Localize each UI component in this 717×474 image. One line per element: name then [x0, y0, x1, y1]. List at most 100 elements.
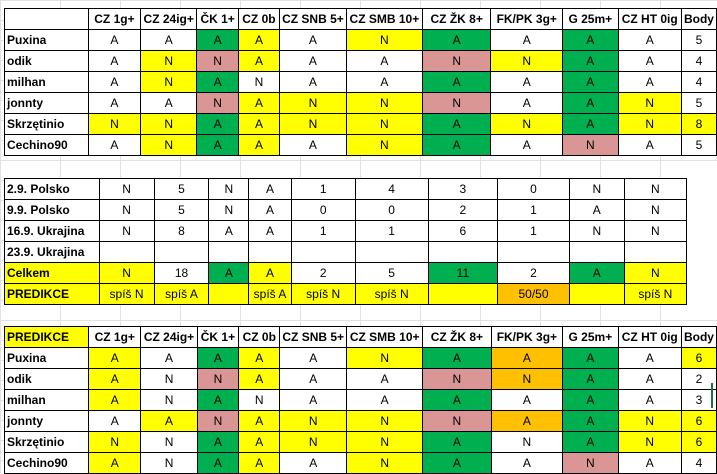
column-header-4[interactable]: CZ 0b — [237, 8, 281, 30]
column-header-5[interactable]: CZ SNB 5+ — [279, 326, 348, 348]
table-cell[interactable]: A — [196, 431, 240, 453]
table-cell[interactable] — [153, 241, 210, 263]
table-cell[interactable]: N — [490, 368, 564, 390]
table-cell[interactable]: spíš A — [153, 283, 210, 305]
table-cell[interactable]: A — [346, 389, 424, 411]
table-cell[interactable]: 18 — [153, 262, 210, 284]
table-cell[interactable]: A — [279, 452, 348, 474]
table-cell[interactable]: N — [568, 178, 625, 200]
empty-cell[interactable] — [686, 242, 716, 263]
row-label-cell[interactable]: 16.9. Ukrajina — [4, 220, 100, 242]
table-cell[interactable]: spíš N — [354, 283, 429, 305]
header-corner-cell[interactable] — [4, 8, 89, 30]
table-cell[interactable]: 3 — [427, 178, 499, 200]
row-label-cell[interactable]: 23.9. Ukrajina — [4, 241, 100, 263]
table-cell[interactable]: A — [490, 347, 564, 369]
table-cell[interactable]: A — [422, 389, 492, 411]
table-cell[interactable]: 6 — [427, 220, 499, 242]
table-cell[interactable]: A — [279, 134, 347, 156]
table-cell[interactable]: N — [238, 389, 281, 411]
table-cell[interactable]: N — [345, 92, 423, 114]
table-cell[interactable] — [568, 241, 625, 263]
column-header-2[interactable]: CZ 24ig+ — [140, 326, 198, 348]
column-header-10[interactable]: CZ HT 0ig — [617, 326, 682, 348]
table-cell[interactable]: A — [87, 29, 142, 51]
table-cell[interactable]: 11 — [427, 262, 499, 284]
table-cell[interactable]: A — [196, 113, 239, 135]
table-cell[interactable]: A — [196, 71, 239, 93]
table-cell[interactable]: N — [140, 71, 198, 93]
row-label-cell[interactable]: 9.9. Polsko — [4, 199, 100, 221]
column-header-3[interactable]: ČK 1+ — [196, 8, 239, 30]
table-cell[interactable]: 1 — [497, 199, 570, 221]
empty-cell[interactable] — [686, 284, 716, 305]
table-cell[interactable]: 1 — [290, 220, 356, 242]
body-cell[interactable]: 6 — [680, 347, 717, 369]
row-label-cell[interactable]: Celkem — [4, 262, 100, 284]
row-label-cell[interactable]: 2.9. Polsko — [4, 178, 100, 200]
table-cell[interactable]: A — [279, 71, 347, 93]
table-cell[interactable]: A — [568, 199, 625, 221]
table-cell[interactable]: A — [237, 92, 281, 114]
table-cell[interactable]: N — [421, 92, 492, 114]
table-cell[interactable]: A — [208, 262, 250, 284]
table-cell[interactable]: A — [248, 199, 292, 221]
table-cell[interactable]: N — [196, 92, 239, 114]
column-header-6[interactable]: CZ SMB 10+ — [345, 8, 423, 30]
table-cell[interactable]: A — [562, 29, 619, 51]
column-header-11[interactable]: Body — [680, 8, 717, 30]
table-cell[interactable]: A — [617, 29, 682, 51]
row-label-cell[interactable]: jonnty — [3, 410, 90, 432]
column-header-4[interactable]: CZ 0b — [238, 326, 281, 348]
row-label-cell[interactable]: odik — [4, 50, 89, 72]
table-cell[interactable]: spíš N — [623, 283, 687, 305]
table-cell[interactable]: A — [617, 71, 682, 93]
table-cell[interactable]: A — [140, 29, 198, 51]
table-cell[interactable]: N — [623, 178, 687, 200]
table-cell[interactable]: A — [422, 431, 492, 453]
table-cell[interactable]: N — [140, 389, 198, 411]
table-cell[interactable]: N — [279, 92, 347, 114]
table-cell[interactable]: A — [562, 347, 619, 369]
body-cell[interactable]: 4 — [680, 50, 717, 72]
table-cell[interactable]: A — [88, 347, 142, 369]
table-cell[interactable]: N — [140, 134, 198, 156]
table-cell[interactable]: A — [88, 368, 142, 390]
table-cell[interactable]: A — [490, 410, 564, 432]
table-cell[interactable]: A — [237, 50, 281, 72]
empty-cell[interactable] — [686, 263, 716, 284]
table-cell[interactable]: A — [422, 347, 492, 369]
column-header-5[interactable]: CZ SNB 5+ — [279, 8, 347, 30]
table-cell[interactable]: N — [98, 178, 155, 200]
header-corner-cell[interactable]: PREDIKCE — [3, 326, 90, 348]
table-cell[interactable] — [623, 241, 687, 263]
table-cell[interactable] — [208, 241, 250, 263]
table-cell[interactable] — [568, 283, 625, 305]
empty-cell[interactable] — [686, 179, 716, 200]
table-cell[interactable]: A — [279, 50, 347, 72]
table-cell[interactable]: 4 — [354, 178, 429, 200]
body-cell[interactable]: 4 — [680, 452, 717, 474]
row-label-cell[interactable]: Cechino90 — [4, 134, 89, 156]
table-cell[interactable]: A — [248, 178, 292, 200]
table-cell[interactable]: N — [346, 452, 424, 474]
table-cell[interactable]: N — [623, 199, 687, 221]
table-cell[interactable]: spíš A — [248, 283, 292, 305]
table-cell[interactable] — [497, 241, 570, 263]
table-cell[interactable]: A — [88, 410, 142, 432]
body-cell[interactable]: 5 — [680, 134, 717, 156]
table-cell[interactable]: N — [623, 220, 687, 242]
table-cell[interactable]: N — [562, 134, 619, 156]
table-cell[interactable] — [427, 283, 499, 305]
column-header-7[interactable]: CZ ŽK 8+ — [421, 8, 492, 30]
table-cell[interactable]: A — [562, 50, 619, 72]
table-cell[interactable] — [427, 241, 499, 263]
row-label-cell[interactable]: Cechino90 — [3, 452, 90, 474]
table-cell[interactable]: N — [346, 347, 424, 369]
table-cell[interactable]: 1 — [290, 178, 356, 200]
column-header-10[interactable]: CZ HT 0ig — [617, 8, 682, 30]
table-cell[interactable] — [354, 241, 429, 263]
table-cell[interactable]: A — [87, 134, 142, 156]
table-cell[interactable]: N — [196, 368, 240, 390]
